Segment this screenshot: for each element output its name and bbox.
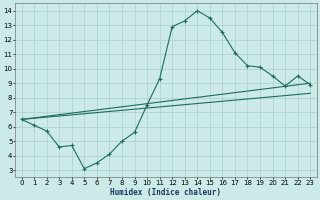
X-axis label: Humidex (Indice chaleur): Humidex (Indice chaleur) <box>110 188 221 197</box>
